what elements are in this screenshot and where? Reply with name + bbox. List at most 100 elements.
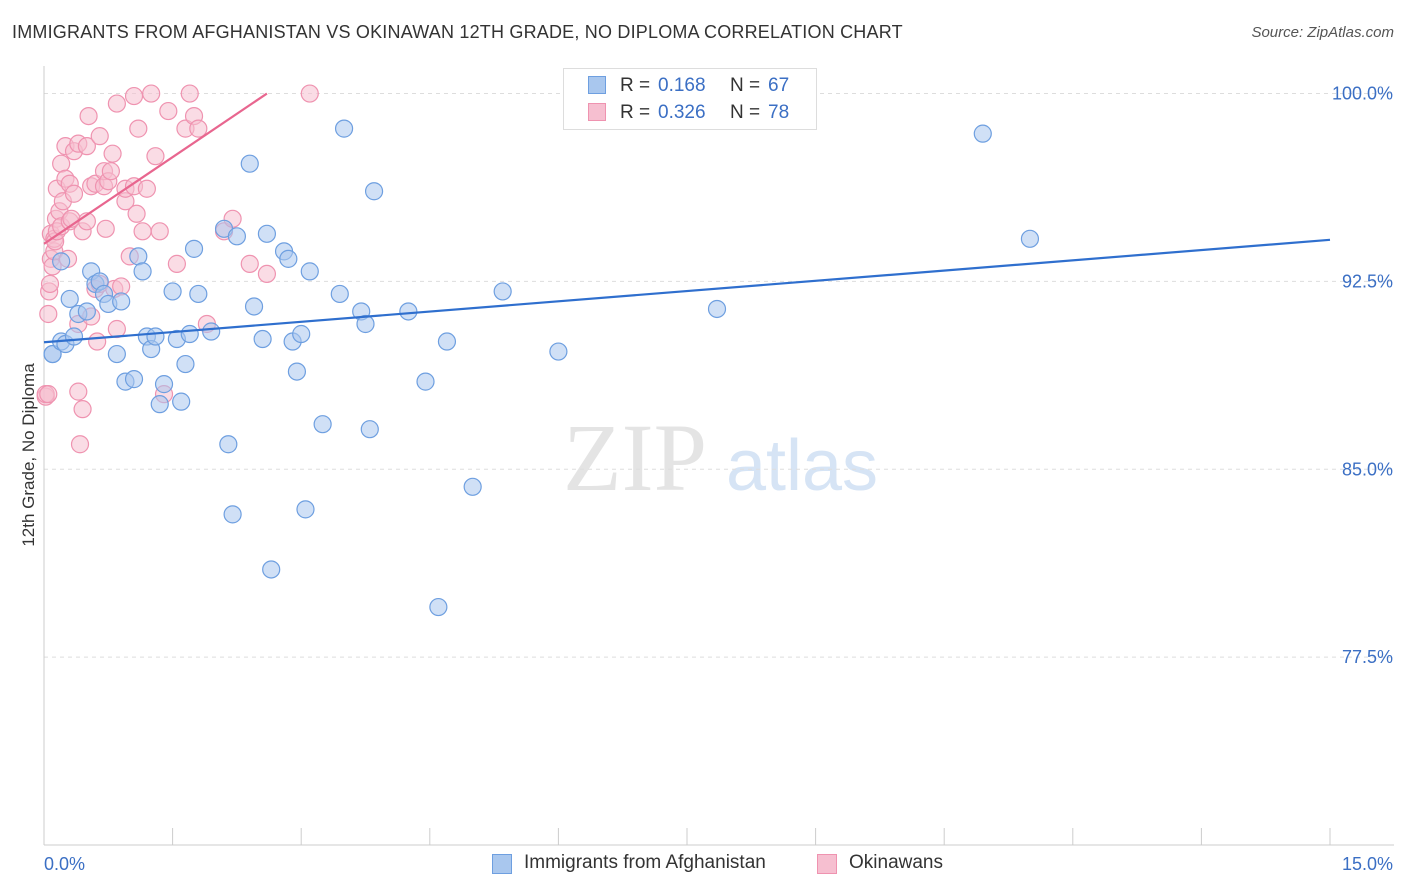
afghanistan-point	[296, 500, 315, 519]
source-label: Source: ZipAtlas.com	[1251, 24, 1394, 41]
n-value: 78	[768, 102, 790, 123]
okinawans-point	[90, 127, 109, 146]
afghanistan-point	[52, 252, 71, 271]
chart-title: IMMIGRANTS FROM AFGHANISTAN VS OKINAWAN …	[12, 22, 903, 42]
legend-swatch-blue	[492, 854, 512, 874]
n-value: 67	[768, 75, 790, 96]
okinawans-point	[133, 222, 152, 241]
afghanistan-point	[184, 239, 204, 258]
afghanistan-point	[163, 282, 182, 301]
watermark-zip: ZIP	[563, 404, 707, 511]
afghanistan-point	[399, 302, 418, 321]
afghanistan-point	[154, 375, 174, 394]
y-tick-label: 85.0%	[1342, 459, 1393, 479]
y-tick-label: 92.5%	[1342, 271, 1393, 291]
afghanistan-point	[257, 224, 277, 243]
okinawans-point	[64, 184, 84, 203]
okinawans-point	[77, 137, 96, 156]
afghanistan-point	[146, 327, 165, 346]
afghanistan-point	[313, 415, 332, 434]
r-value: 0.326	[658, 102, 706, 123]
afghanistan-point	[112, 292, 131, 311]
afghanistan-point	[64, 327, 84, 346]
afghanistan-point	[176, 354, 195, 374]
afghanistan-point	[129, 247, 148, 266]
afghanistan-point	[107, 344, 126, 364]
afghanistan-points	[43, 84, 1040, 617]
r-label: R =	[620, 75, 651, 96]
afghanistan-point	[356, 314, 375, 334]
okinawans-point	[150, 222, 169, 241]
tick-labels: 100.0% 92.5% 85.0% 77.5% 0.0% 15.0%	[44, 84, 1393, 874]
afghanistan-point	[360, 420, 379, 439]
afghanistan-point	[219, 435, 238, 454]
legend-swatch-blue	[588, 76, 606, 94]
afghanistan-point	[60, 289, 79, 309]
afghanistan-trend-line	[43, 238, 1331, 344]
afghanistan-point	[493, 282, 512, 301]
afghanistan-point	[240, 154, 259, 173]
okinawans-point	[39, 385, 58, 404]
afghanistan-point	[429, 597, 448, 617]
okinawans-point	[129, 119, 148, 138]
series-legend: Immigrants from Afghanistan Okinawans	[0, 852, 1406, 878]
afghanistan-point	[549, 342, 568, 361]
afghanistan-point	[300, 262, 319, 281]
n-label: N =	[730, 75, 761, 96]
okinawans-point	[79, 106, 98, 126]
afghanistan-point	[227, 227, 246, 246]
afghanistan-point	[463, 477, 482, 496]
trend-lines	[43, 92, 1331, 344]
okinawans-point	[257, 264, 277, 284]
legend-swatch-pink	[588, 103, 606, 121]
okinawans-point	[240, 254, 259, 273]
n-label: N =	[730, 102, 761, 123]
okinawans-point	[40, 274, 60, 294]
afghanistan-point	[330, 284, 349, 304]
afghanistan-point	[133, 262, 152, 281]
afghanistan-point	[973, 124, 992, 143]
okinawans-point	[180, 84, 199, 103]
okinawans-point	[88, 332, 107, 351]
okinawans-point	[39, 304, 58, 324]
afghanistan-point	[707, 299, 727, 319]
afghanistan-point	[262, 560, 281, 579]
x-tick-label: 0.0%	[44, 854, 85, 874]
okinawans-point	[159, 101, 178, 121]
afghanistan-point	[43, 344, 62, 364]
afghanistan-point	[292, 324, 311, 344]
okinawans-point	[70, 435, 90, 454]
legend-label: Immigrants from Afghanistan	[524, 852, 766, 873]
r-label: R =	[620, 102, 651, 123]
afghanistan-point	[287, 362, 307, 381]
okinawans-point	[103, 144, 122, 163]
r-value: 0.168	[658, 75, 706, 96]
okinawans-point	[300, 84, 319, 103]
afghanistan-point	[223, 505, 242, 524]
okinawans-point	[189, 119, 208, 138]
afghanistan-point	[1020, 229, 1040, 248]
axes	[43, 66, 1394, 846]
afghanistan-point	[364, 182, 384, 201]
afghanistan-point	[180, 324, 199, 344]
afghanistan-point	[172, 392, 191, 411]
okinawans-point	[107, 94, 126, 113]
okinawans-point	[146, 147, 165, 166]
y-tick-label: 77.5%	[1342, 647, 1393, 667]
afghanistan-point	[77, 302, 96, 321]
afghanistan-point	[279, 249, 298, 268]
okinawans-point	[137, 179, 156, 198]
y-tick-label: 100.0%	[1332, 84, 1393, 104]
afghanistan-point	[253, 329, 272, 349]
afghanistan-point	[416, 372, 435, 391]
afghanistan-point	[189, 284, 208, 304]
x-tick-label: 15.0%	[1342, 854, 1393, 874]
okinawans-trend-line	[43, 92, 268, 245]
legend-swatch-pink	[817, 854, 837, 874]
okinawans-point	[69, 382, 88, 401]
correlation-legend: R = 0.168 N = 67 R = 0.326 N = 78	[563, 68, 817, 130]
okinawans-point	[52, 154, 71, 173]
legend-label: Okinawans	[849, 852, 943, 873]
okinawans-point	[167, 254, 186, 273]
okinawans-point	[96, 219, 115, 238]
